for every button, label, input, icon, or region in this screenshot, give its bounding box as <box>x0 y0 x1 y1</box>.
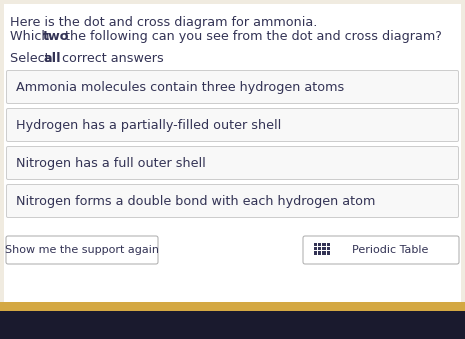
Bar <box>318 243 321 246</box>
Bar <box>322 252 326 255</box>
Text: Show me the support again: Show me the support again <box>5 245 159 255</box>
FancyBboxPatch shape <box>7 71 458 103</box>
Text: Nitrogen forms a double bond with each hydrogen atom: Nitrogen forms a double bond with each h… <box>16 195 375 207</box>
Text: Select: Select <box>10 52 53 65</box>
Bar <box>314 252 317 255</box>
FancyBboxPatch shape <box>7 146 458 179</box>
Bar <box>326 243 330 246</box>
Text: Which: Which <box>10 30 53 43</box>
Bar <box>318 247 321 251</box>
Bar <box>326 247 330 251</box>
Bar <box>318 252 321 255</box>
FancyBboxPatch shape <box>7 108 458 141</box>
FancyBboxPatch shape <box>6 236 158 264</box>
Text: Nitrogen has a full outer shell: Nitrogen has a full outer shell <box>16 157 206 170</box>
Bar <box>314 243 317 246</box>
Text: Hydrogen has a partially-filled outer shell: Hydrogen has a partially-filled outer sh… <box>16 119 281 132</box>
Bar <box>326 252 330 255</box>
Bar <box>314 247 317 251</box>
Text: Ammonia molecules contain three hydrogen atoms: Ammonia molecules contain three hydrogen… <box>16 80 344 94</box>
Text: Here is the dot and cross diagram for ammonia.: Here is the dot and cross diagram for am… <box>10 16 318 29</box>
Text: two: two <box>43 30 69 43</box>
Bar <box>0 310 465 339</box>
FancyBboxPatch shape <box>7 184 458 218</box>
Text: the following can you see from the dot and cross diagram?: the following can you see from the dot a… <box>61 30 442 43</box>
Bar <box>322 247 326 251</box>
Bar <box>0 302 465 311</box>
FancyBboxPatch shape <box>4 4 461 302</box>
Bar <box>322 243 326 246</box>
Text: correct answers: correct answers <box>58 52 164 65</box>
FancyBboxPatch shape <box>303 236 459 264</box>
Text: all: all <box>43 52 60 65</box>
Text: Periodic Table: Periodic Table <box>352 245 428 255</box>
